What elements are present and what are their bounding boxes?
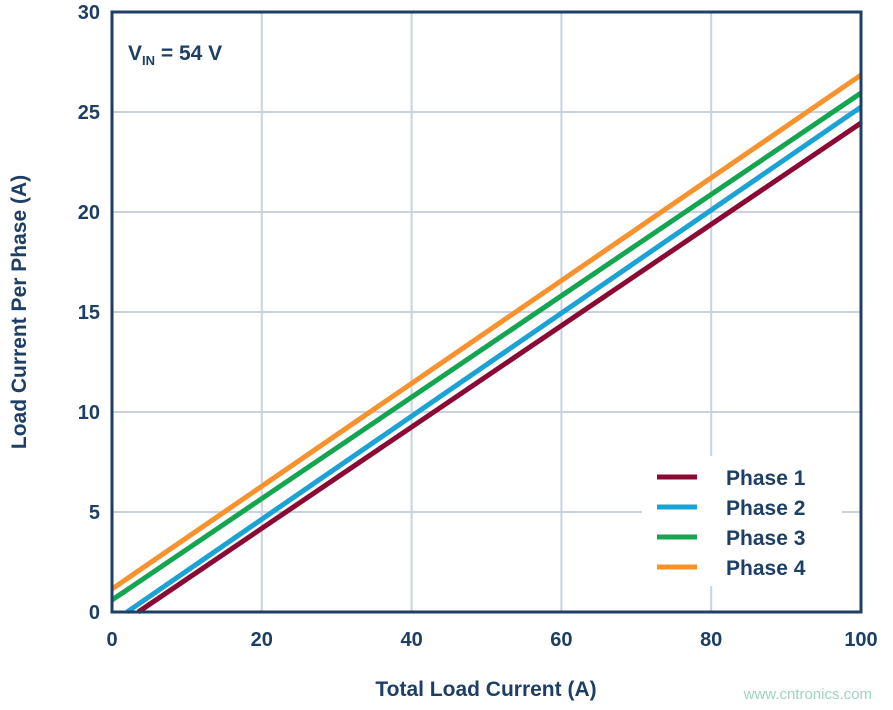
y-tick-label: 5 — [89, 502, 100, 524]
x-tick-label: 100 — [844, 629, 877, 651]
y-tick-label: 0 — [89, 602, 100, 624]
x-tick-label: 20 — [251, 629, 273, 651]
x-tick-label: 80 — [700, 629, 722, 651]
legend-label: Phase 3 — [726, 527, 805, 550]
x-tick-label: 60 — [550, 629, 572, 651]
y-axis-label: Load Current Per Phase (A) — [8, 175, 31, 449]
legend: Phase 1 Phase 2 Phase 3 Phase 4 — [642, 456, 842, 586]
series-line-phase-1 — [136, 120, 863, 615]
legend-label: Phase 1 — [726, 467, 806, 490]
tick-labels: 0 20 40 60 80 100 0 5 10 15 20 25 30 — [78, 2, 878, 651]
plot-frame — [110, 10, 863, 614]
series-line-phase-3 — [110, 90, 863, 603]
y-tick-label: 20 — [78, 202, 100, 224]
vin-annotation: VIN = 54 V — [128, 42, 222, 68]
series-line-phase-4 — [110, 72, 863, 592]
series-lines — [110, 72, 863, 615]
x-tick-label: 0 — [106, 629, 117, 651]
x-tick-label: 40 — [400, 629, 422, 651]
y-tick-label: 30 — [78, 2, 100, 24]
y-tick-label: 15 — [78, 302, 100, 324]
x-axis-label: Total Load Current (A) — [375, 678, 596, 701]
y-tick-label: 10 — [78, 402, 100, 424]
y-tick-label: 25 — [78, 102, 100, 124]
series-line-phase-2 — [125, 104, 863, 615]
legend-label: Phase 4 — [726, 557, 806, 580]
watermark: www.cntronics.com — [743, 686, 872, 703]
legend-label: Phase 2 — [726, 497, 805, 520]
